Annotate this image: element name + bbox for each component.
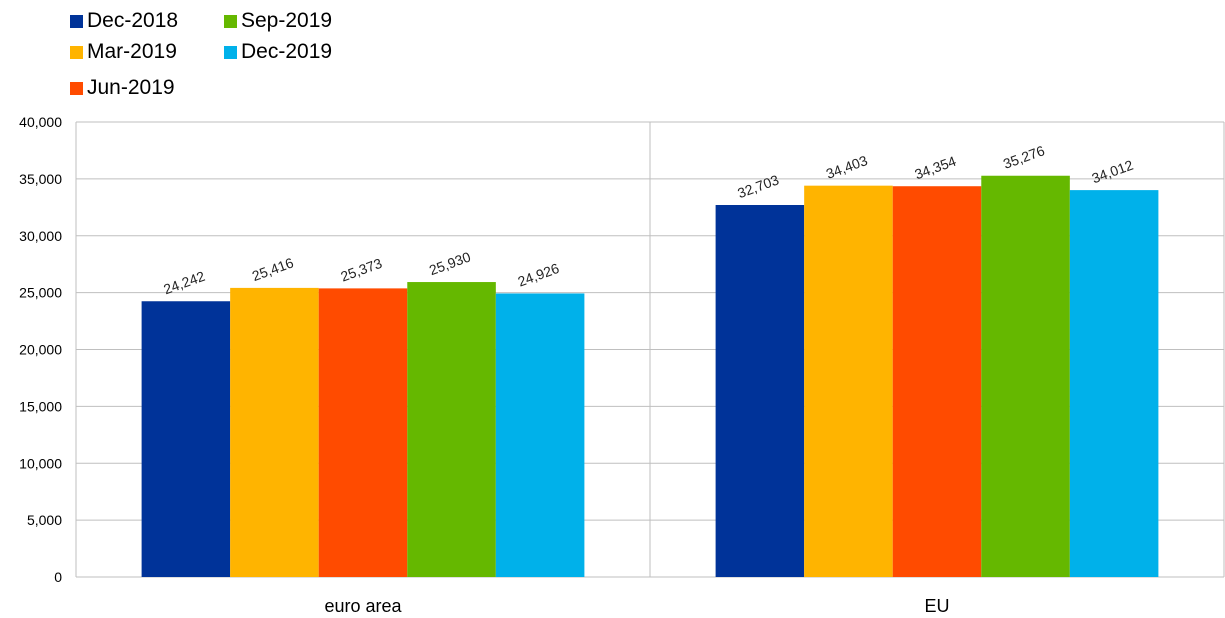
legend-label: Jun-2019 [87,76,175,99]
y-tick-label: 25,000 [19,285,62,301]
y-tick-label: 30,000 [19,228,62,244]
legend-label: Dec-2019 [241,40,333,63]
category-label: euro area [324,596,402,616]
legend-swatch [70,45,83,59]
legend-swatch [70,14,83,28]
legend-item-mar-2019: Mar-2019 [70,37,177,67]
data-label: 34,354 [912,153,958,183]
legend-swatch [224,14,237,28]
data-label: 25,373 [338,255,384,285]
legend-label: Dec-2018 [87,9,179,32]
y-tick-label: 15,000 [19,398,62,414]
bar-dec-2018 [141,301,231,577]
legend-item-dec-2018: Dec-2018 [70,6,178,36]
y-tick-label: 5,000 [27,512,62,528]
legend-label: Sep-2019 [241,9,333,32]
y-tick-label: 0 [54,569,62,585]
bar-dec-2019 [1069,190,1159,577]
y-tick-label: 10,000 [19,455,62,471]
chart-legend: Dec-2018 Mar-2019 Jun-2019 Sep-2019 Dec-… [70,6,400,106]
legend-swatch [224,45,237,59]
legend-item-sep-2019: Sep-2019 [224,6,332,36]
bar-sep-2019 [981,175,1070,577]
data-label: 25,416 [250,254,296,284]
legend-item-jun-2019: Jun-2019 [70,73,175,103]
bar-jun-2019 [318,288,408,577]
bar-sep-2019 [407,282,496,577]
y-tick-label: 20,000 [19,342,62,358]
data-label: 34,403 [824,152,870,182]
bar-dec-2019 [495,293,585,577]
data-label: 32,703 [735,171,781,201]
y-tick-label: 40,000 [19,114,62,130]
data-label: 35,276 [1001,142,1047,172]
legend-item-dec-2019: Dec-2019 [224,37,332,67]
data-label: 24,926 [516,260,562,290]
bar-mar-2019 [804,185,893,577]
legend-swatch [70,81,83,95]
data-label: 34,012 [1090,157,1136,187]
y-tick-label: 35,000 [19,171,62,187]
data-label: 25,930 [427,248,473,278]
bar-jun-2019 [892,186,982,577]
bar-dec-2018 [715,205,805,578]
bar-mar-2019 [230,287,319,577]
legend-label: Mar-2019 [87,40,177,63]
category-label: EU [924,596,949,616]
